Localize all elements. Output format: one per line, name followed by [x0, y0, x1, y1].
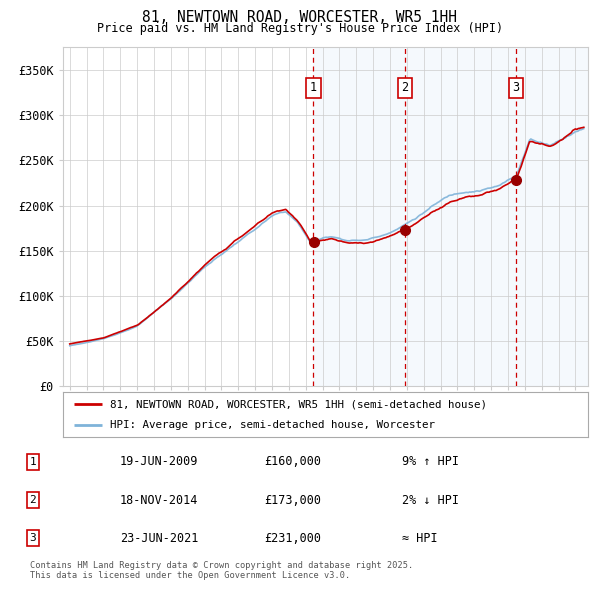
Text: £231,000: £231,000	[264, 532, 321, 545]
Text: Contains HM Land Registry data © Crown copyright and database right 2025.
This d: Contains HM Land Registry data © Crown c…	[30, 560, 413, 580]
Text: 1: 1	[310, 81, 317, 94]
Text: 81, NEWTOWN ROAD, WORCESTER, WR5 1HH (semi-detached house): 81, NEWTOWN ROAD, WORCESTER, WR5 1HH (se…	[110, 399, 487, 409]
Text: ≈ HPI: ≈ HPI	[402, 532, 437, 545]
Text: 3: 3	[512, 81, 520, 94]
Text: 19-JUN-2009: 19-JUN-2009	[120, 455, 199, 468]
Text: 9% ↑ HPI: 9% ↑ HPI	[402, 455, 459, 468]
Text: Price paid vs. HM Land Registry's House Price Index (HPI): Price paid vs. HM Land Registry's House …	[97, 22, 503, 35]
Text: 2% ↓ HPI: 2% ↓ HPI	[402, 493, 459, 507]
Bar	[313, 47, 405, 386]
Text: HPI: Average price, semi-detached house, Worcester: HPI: Average price, semi-detached house,…	[110, 419, 435, 430]
Text: 3: 3	[29, 533, 37, 543]
Text: 2: 2	[401, 81, 409, 94]
Text: 23-JUN-2021: 23-JUN-2021	[120, 532, 199, 545]
Text: 1: 1	[29, 457, 37, 467]
Text: 81, NEWTOWN ROAD, WORCESTER, WR5 1HH: 81, NEWTOWN ROAD, WORCESTER, WR5 1HH	[143, 10, 458, 25]
Bar	[405, 47, 516, 386]
Bar	[516, 47, 592, 386]
Text: 18-NOV-2014: 18-NOV-2014	[120, 493, 199, 507]
Text: £173,000: £173,000	[264, 493, 321, 507]
Text: 2: 2	[29, 495, 37, 505]
Text: £160,000: £160,000	[264, 455, 321, 468]
